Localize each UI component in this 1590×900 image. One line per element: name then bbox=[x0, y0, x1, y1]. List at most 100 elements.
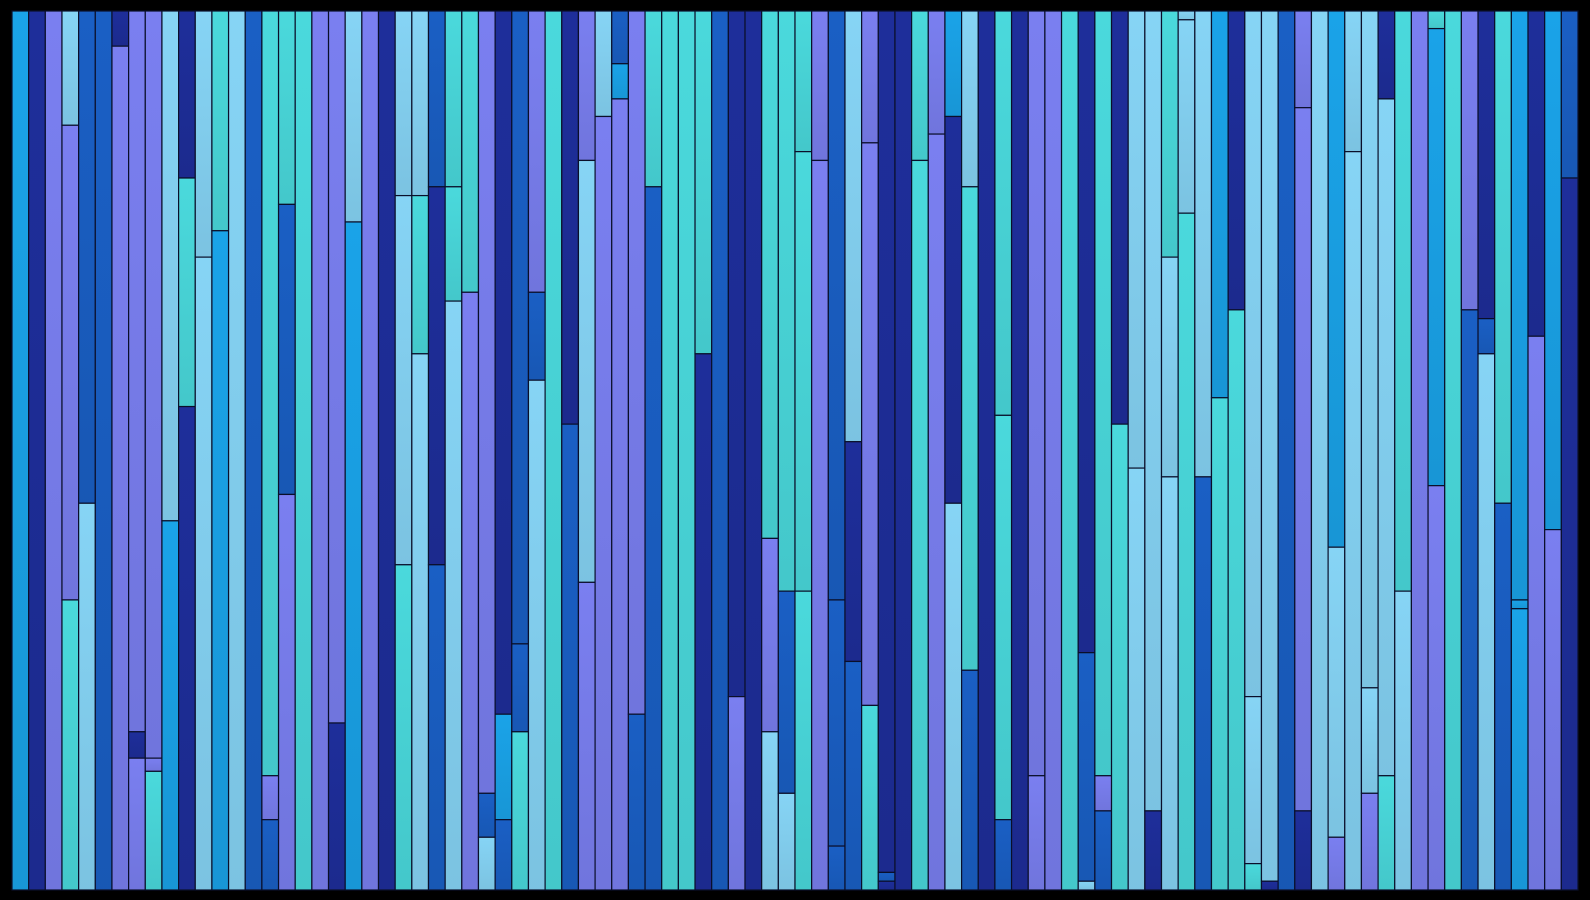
stripe-segment bbox=[977, 10, 996, 891]
stripe-segment bbox=[1327, 10, 1346, 548]
stripe-segment bbox=[1360, 792, 1379, 891]
stripe-segment bbox=[827, 845, 846, 891]
stripe-segment bbox=[394, 194, 413, 566]
stripe-segment bbox=[661, 10, 679, 891]
stripe-segment bbox=[128, 10, 146, 733]
stripe-segment bbox=[777, 792, 796, 891]
stripe-segment bbox=[211, 230, 230, 891]
stripe-segment bbox=[794, 10, 813, 153]
stripe-segment bbox=[944, 115, 963, 504]
stripe-segment bbox=[1144, 10, 1163, 812]
stripe-segment bbox=[1094, 10, 1113, 777]
stripe-segment bbox=[1144, 810, 1163, 891]
stripe-segment bbox=[527, 379, 546, 891]
stripe-segment bbox=[61, 599, 80, 891]
stripe-segment bbox=[561, 423, 580, 891]
stripe-segment bbox=[1210, 10, 1229, 399]
stripe-segment bbox=[611, 98, 629, 891]
stripe-segment bbox=[577, 159, 596, 583]
stripe-segment bbox=[1327, 836, 1346, 891]
stripe-segment bbox=[427, 186, 446, 566]
stripe-segment bbox=[61, 124, 80, 601]
stripe-segment bbox=[627, 10, 646, 715]
stripe-segment bbox=[444, 300, 463, 891]
stripe-segment bbox=[794, 151, 813, 592]
stripe-segment bbox=[911, 159, 929, 891]
stripe-segment bbox=[1177, 212, 1196, 891]
stripe-segment bbox=[1560, 177, 1579, 891]
stripe-segment bbox=[1460, 10, 1479, 311]
stripe-segment bbox=[1277, 10, 1296, 891]
stripe-segment bbox=[1394, 590, 1412, 891]
stripe-segment bbox=[844, 441, 863, 663]
stripe-segment bbox=[994, 414, 1013, 821]
stripe-segment bbox=[1344, 151, 1363, 891]
stripe-segment bbox=[1260, 880, 1279, 891]
stripe-segment bbox=[577, 581, 596, 891]
stripe-segment bbox=[277, 493, 296, 891]
stripe-segment bbox=[294, 10, 313, 891]
stripe-segment bbox=[477, 792, 496, 838]
stripe-segment bbox=[28, 10, 46, 891]
stripe-segment bbox=[144, 770, 163, 891]
stripe-segment bbox=[1510, 608, 1529, 891]
stripe-segment bbox=[1294, 107, 1313, 812]
stripe-segment bbox=[594, 10, 613, 118]
stripe-segment bbox=[877, 880, 896, 891]
stripe-segment bbox=[1160, 10, 1179, 258]
stripe-segment bbox=[178, 405, 196, 891]
stripe-group bbox=[11, 10, 1579, 891]
stripe-segment bbox=[1494, 10, 1512, 504]
stripe-segment bbox=[960, 186, 979, 671]
stripe-segment bbox=[694, 353, 713, 891]
stripe-segment bbox=[394, 564, 413, 891]
stripe-segment bbox=[511, 10, 530, 645]
stripe-segment bbox=[1510, 10, 1529, 601]
stripe-segment bbox=[1244, 10, 1263, 698]
stripe-segment bbox=[877, 871, 896, 882]
stripe-segment bbox=[877, 10, 896, 874]
stripe-segment bbox=[1527, 335, 1546, 891]
stripe-segment bbox=[577, 10, 596, 162]
stripe-segment bbox=[1560, 10, 1579, 179]
stripe-segment bbox=[178, 177, 196, 408]
stripe-segment bbox=[1477, 318, 1496, 355]
stripe-segment bbox=[394, 10, 413, 197]
stripe-segment bbox=[1044, 10, 1063, 891]
stripe-segment bbox=[94, 10, 113, 891]
stripe-segment bbox=[277, 203, 296, 496]
stripe-segment bbox=[1110, 10, 1129, 425]
stripe-segment bbox=[1377, 775, 1396, 891]
stripe-segment bbox=[1027, 775, 1046, 891]
stripe-segment bbox=[1294, 10, 1313, 109]
stripe-segment bbox=[511, 731, 530, 891]
stripe-segment bbox=[161, 520, 180, 891]
stripe-segment bbox=[777, 590, 796, 794]
stripe-segment bbox=[1444, 10, 1462, 891]
stripe-segment bbox=[677, 10, 696, 891]
stripe-segment bbox=[1294, 810, 1313, 891]
stripe-segment bbox=[1427, 10, 1446, 30]
stripe-segment bbox=[78, 502, 96, 891]
stripe-segment bbox=[461, 10, 480, 293]
stripe-segment bbox=[461, 291, 480, 891]
stripe-segment bbox=[1127, 10, 1146, 469]
stripe-segment bbox=[861, 142, 879, 707]
stripe-segment bbox=[261, 10, 280, 777]
stripe-segment bbox=[527, 291, 546, 381]
stripe-segment bbox=[178, 10, 196, 179]
stripe-segment bbox=[327, 10, 346, 724]
stripe-segment bbox=[994, 819, 1013, 891]
stripe-segment bbox=[827, 10, 846, 601]
stripe-segment bbox=[1060, 10, 1079, 891]
stripe-segment bbox=[1177, 10, 1196, 21]
stripe-segment bbox=[1360, 10, 1379, 689]
stripe-segment bbox=[1077, 652, 1096, 882]
stripe-segment bbox=[1244, 863, 1263, 891]
stripe-segment bbox=[1227, 10, 1246, 311]
stripe-segment bbox=[411, 10, 430, 197]
stripe-segment bbox=[411, 194, 430, 355]
stripe-segment bbox=[544, 10, 563, 891]
stripe-segment bbox=[927, 10, 946, 135]
